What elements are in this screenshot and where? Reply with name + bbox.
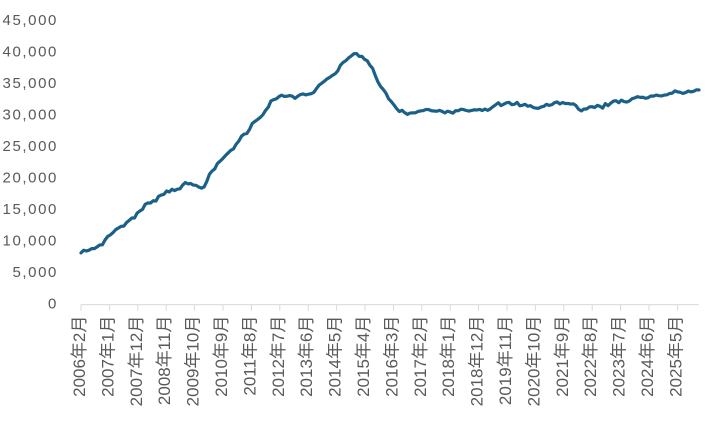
svg-text:45,000: 45,000 <box>3 12 58 29</box>
svg-text:2014年5月: 2014年5月 <box>326 316 345 397</box>
svg-text:2021年9月: 2021年9月 <box>553 316 572 397</box>
svg-text:35,000: 35,000 <box>3 75 58 92</box>
svg-text:25,000: 25,000 <box>3 138 58 155</box>
svg-text:2015年4月: 2015年4月 <box>354 316 373 397</box>
svg-text:20,000: 20,000 <box>3 169 58 186</box>
svg-text:2023年7月: 2023年7月 <box>610 316 629 397</box>
svg-text:2010年9月: 2010年9月 <box>212 316 231 397</box>
svg-text:2012年7月: 2012年7月 <box>269 316 288 397</box>
svg-text:2020年10月: 2020年10月 <box>524 316 543 407</box>
svg-text:40,000: 40,000 <box>3 43 58 60</box>
svg-text:2007年12月: 2007年12月 <box>127 316 146 407</box>
svg-text:15,000: 15,000 <box>3 201 58 218</box>
svg-text:2008年11月: 2008年11月 <box>155 316 174 405</box>
svg-text:2013年6月: 2013年6月 <box>297 316 316 397</box>
svg-text:5,000: 5,000 <box>12 264 58 281</box>
svg-text:2022年8月: 2022年8月 <box>581 316 600 397</box>
svg-text:2018年1月: 2018年1月 <box>439 316 458 397</box>
svg-text:2017年2月: 2017年2月 <box>411 316 430 397</box>
svg-text:2009年10月: 2009年10月 <box>184 316 203 407</box>
svg-text:2016年3月: 2016年3月 <box>382 316 401 397</box>
svg-text:2018年12月: 2018年12月 <box>468 316 487 407</box>
svg-text:2007年1月: 2007年1月 <box>98 316 117 397</box>
svg-text:10,000: 10,000 <box>3 233 58 250</box>
svg-text:0: 0 <box>48 296 58 313</box>
svg-text:2011年8月: 2011年8月 <box>240 316 259 396</box>
svg-text:2025年5月: 2025年5月 <box>666 316 685 397</box>
svg-text:2006年2月: 2006年2月 <box>70 316 89 397</box>
svg-text:2019年11月: 2019年11月 <box>496 316 515 405</box>
svg-text:2024年6月: 2024年6月 <box>638 316 657 397</box>
svg-text:30,000: 30,000 <box>3 106 58 123</box>
